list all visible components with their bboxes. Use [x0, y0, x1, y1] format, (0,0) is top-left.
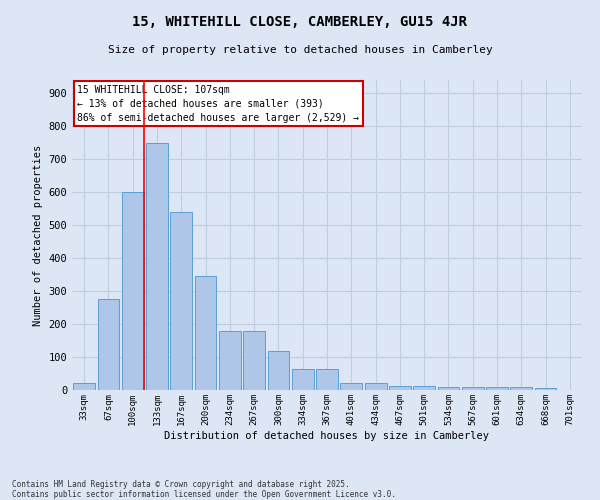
Bar	[268, 351, 289, 390]
Bar	[97, 300, 119, 390]
X-axis label: Distribution of detached houses by size in Camberley: Distribution of detached houses by size …	[164, 430, 490, 440]
Bar	[243, 330, 265, 390]
Bar	[73, 384, 95, 390]
Bar	[535, 388, 556, 390]
Bar	[219, 330, 241, 390]
Bar	[194, 276, 217, 390]
Text: 15 WHITEHILL CLOSE: 107sqm
← 13% of detached houses are smaller (393)
86% of sem: 15 WHITEHILL CLOSE: 107sqm ← 13% of deta…	[77, 84, 359, 122]
Bar	[316, 368, 338, 390]
Bar	[170, 212, 192, 390]
Text: 15, WHITEHILL CLOSE, CAMBERLEY, GU15 4JR: 15, WHITEHILL CLOSE, CAMBERLEY, GU15 4JR	[133, 15, 467, 29]
Bar	[437, 388, 460, 390]
Text: Size of property relative to detached houses in Camberley: Size of property relative to detached ho…	[107, 45, 493, 55]
Bar	[413, 386, 435, 390]
Bar	[511, 388, 532, 390]
Bar	[365, 382, 386, 390]
Bar	[389, 386, 411, 390]
Text: Contains HM Land Registry data © Crown copyright and database right 2025.
Contai: Contains HM Land Registry data © Crown c…	[12, 480, 396, 499]
Bar	[122, 192, 143, 390]
Bar	[146, 142, 168, 390]
Bar	[462, 388, 484, 390]
Bar	[340, 382, 362, 390]
Y-axis label: Number of detached properties: Number of detached properties	[33, 144, 43, 326]
Bar	[292, 368, 314, 390]
Bar	[486, 388, 508, 390]
